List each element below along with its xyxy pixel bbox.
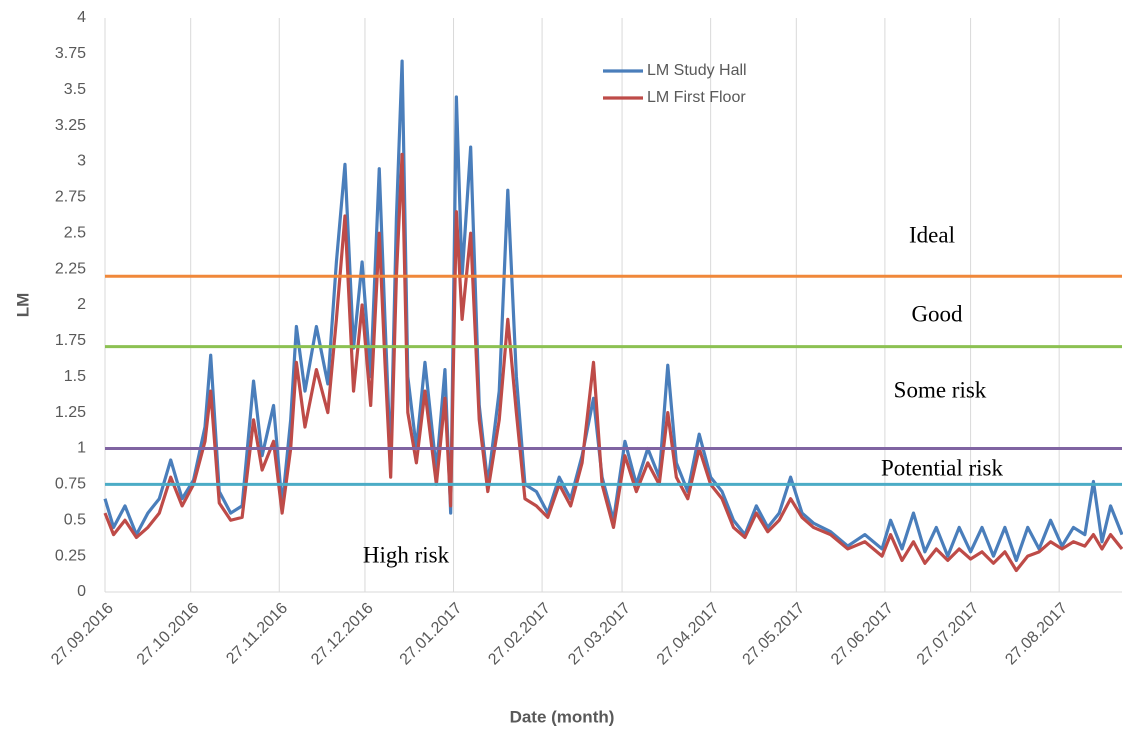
data-line [103, 59, 1123, 563]
annotation: Some risk [894, 377, 987, 402]
y-tick-label: 0.5 [64, 511, 86, 528]
x-tick-label: 27.12.2016 [308, 600, 377, 669]
y-tick-label: 3.25 [55, 117, 86, 134]
x-tick-label: 27.09.2016 [48, 600, 117, 669]
data-line [103, 152, 1123, 573]
x-tick-label: 27.06.2017 [828, 600, 897, 669]
annotation: Good [911, 301, 963, 326]
x-tick-label: 27.04.2017 [654, 600, 723, 669]
x-tick-label: 27.07.2017 [914, 600, 983, 669]
y-tick-label: 0 [77, 583, 86, 600]
y-tick-label: 1.5 [64, 368, 86, 385]
y-tick-label: 3.5 [64, 81, 86, 98]
annotation: Ideal [909, 222, 955, 247]
x-tick-label: 27.08.2017 [1002, 600, 1071, 669]
y-tick-label: 3.75 [55, 45, 86, 62]
x-tick-label: 27.10.2016 [134, 600, 203, 669]
x-tick-label: 27.02.2017 [485, 600, 554, 669]
legend-label: LM First Floor [647, 89, 746, 106]
x-axis-title: Date (month) [510, 707, 615, 726]
x-tick-label: 27.03.2017 [565, 600, 634, 669]
y-tick-label: 3 [77, 153, 86, 170]
x-tick-label: 27.01.2017 [397, 600, 466, 669]
y-tick-label: 1 [77, 440, 86, 457]
y-tick-label: 4 [77, 9, 86, 26]
y-tick-label: 1.75 [55, 332, 86, 349]
annotation: High risk [363, 542, 450, 567]
y-tick-label: 2.75 [55, 189, 86, 206]
x-tick-label: 27.05.2017 [739, 600, 808, 669]
legend-label: LM Study Hall [647, 62, 747, 79]
y-tick-label: 2 [77, 296, 86, 313]
y-tick-label: 2.5 [64, 224, 86, 241]
x-tick-label: 27.11.2016 [223, 600, 291, 668]
y-tick-label: 0.75 [55, 476, 86, 493]
y-tick-label: 0.25 [55, 547, 86, 564]
y-axis-title: LM [13, 293, 32, 318]
y-tick-label: 1.25 [55, 404, 86, 421]
annotation: Potential risk [881, 455, 1004, 480]
y-tick-label: 2.25 [55, 260, 86, 277]
